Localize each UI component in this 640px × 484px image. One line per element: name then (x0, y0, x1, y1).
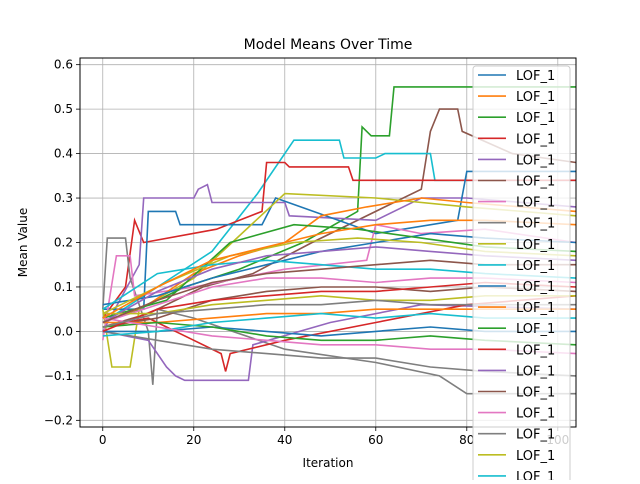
x-tick-label: 0 (99, 433, 107, 447)
legend-label: LOF_1 (516, 259, 555, 274)
series-line (102, 321, 576, 346)
legend-box (472, 65, 571, 484)
legend-label: LOF_1 (516, 217, 555, 232)
legend-label: LOF_1 (516, 322, 555, 337)
y-tick-label: −0.2 (44, 413, 73, 427)
series-line (102, 86, 576, 324)
y-tick-label: 0.6 (54, 58, 73, 72)
legend-label: LOF_1 (516, 69, 555, 84)
series-line (102, 281, 576, 333)
legend: LOF_1 LOF_1 LOF_1 LOF_1 LOF_1 LOF_1 LOF_1 LOF_1… (472, 65, 571, 484)
series-lines (102, 86, 576, 395)
legend-label: LOF_1 (516, 238, 555, 253)
x-tick-label: 60 (368, 433, 383, 447)
series-line (102, 108, 576, 328)
legend-label: LOF_1 (516, 364, 555, 379)
y-tick-label: 0.0 (54, 324, 73, 338)
series-line (102, 161, 576, 319)
legend-label: LOF_1 (516, 428, 555, 443)
legend-label: LOF_1 (516, 407, 555, 422)
legend-label: LOF_1 (516, 196, 555, 211)
series-line (102, 197, 576, 324)
y-tick-label: 0.2 (54, 236, 73, 250)
axis-ticks: 020406080100−0.2−0.10.00.10.20.30.40.50.… (44, 58, 569, 447)
legend-label: LOF_1 (516, 449, 555, 464)
legend-label: LOF_1 (516, 90, 555, 105)
legend-label: LOF_1 (516, 175, 555, 190)
legend-label: LOF_1 (516, 153, 555, 168)
legend-label: LOF_1 (516, 111, 555, 126)
series-line (102, 330, 576, 377)
chart-title: Model Means Over Time (244, 37, 413, 53)
y-tick-label: 0.5 (54, 102, 73, 116)
series-line (102, 317, 576, 355)
series-group (102, 86, 576, 395)
series-line (102, 170, 576, 310)
series-line (102, 277, 576, 324)
y-tick-label: 0.1 (54, 280, 73, 294)
x-tick-label: 20 (186, 433, 201, 447)
series-line (102, 259, 576, 310)
legend-label: LOF_1 (516, 470, 555, 480)
series-line (102, 294, 576, 315)
series-line (102, 223, 576, 341)
x-axis-label: Iteration (303, 456, 354, 470)
legend-label: LOF_1 (516, 301, 555, 316)
y-tick-label: −0.1 (44, 369, 73, 383)
series-line (102, 219, 576, 319)
series-line (102, 259, 576, 324)
y-tick-label: 0.3 (54, 191, 73, 205)
series-line (102, 312, 576, 337)
series-line (102, 192, 576, 368)
legend-label: LOF_1 (516, 386, 555, 401)
x-tick-label: 40 (277, 433, 292, 447)
y-tick-label: 0.4 (54, 147, 73, 161)
series-line (102, 246, 576, 324)
x-tick-label: 80 (459, 433, 474, 447)
series-line (102, 303, 576, 382)
legend-label: LOF_1 (516, 280, 555, 295)
series-line (102, 299, 576, 328)
legend-label: LOF_1 (516, 343, 555, 358)
legend-label: LOF_1 (516, 132, 555, 147)
y-axis-label: Mean Value (16, 208, 30, 277)
